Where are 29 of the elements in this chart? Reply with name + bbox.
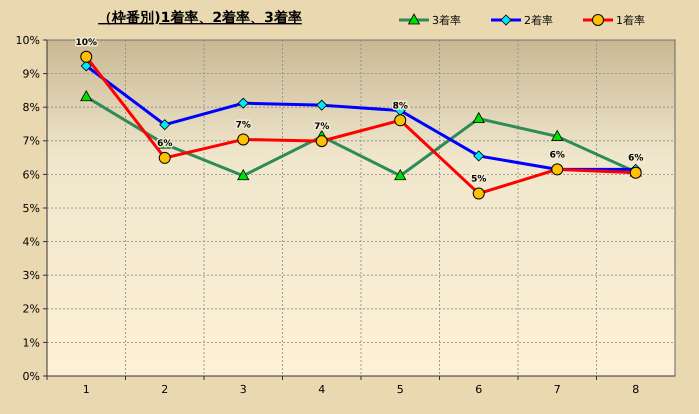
- y-tick-label: 6%: [22, 168, 40, 182]
- y-tick-label: 7%: [22, 134, 40, 148]
- x-tick-label: 4: [318, 383, 326, 396]
- data-label: 6%: [550, 150, 565, 160]
- y-tick-label: 0%: [22, 370, 40, 383]
- x-tick-label: 7: [554, 383, 561, 396]
- x-tick-label: 3: [240, 383, 247, 396]
- x-tick-label: 5: [396, 383, 404, 396]
- legend-label: 3着率: [432, 14, 461, 27]
- x-tick-label: 6: [475, 383, 482, 396]
- y-tick-label: 8%: [22, 101, 40, 114]
- legend-label: 1着率: [616, 14, 645, 27]
- data-label: 7%: [314, 122, 330, 132]
- data-label: 5%: [471, 174, 486, 185]
- legend-label: 2着率: [524, 14, 553, 27]
- x-tick-label: 2: [161, 383, 168, 396]
- y-tick-label: 1%: [22, 336, 40, 350]
- chart-title: （枠番別)1着率、2着率、3着率: [98, 9, 302, 26]
- y-tick-label: 3%: [22, 269, 40, 282]
- x-tick-label: 8: [632, 383, 640, 396]
- data-label: 6%: [628, 154, 644, 164]
- y-tick-label: 4%: [22, 235, 40, 248]
- y-tick-label: 9%: [22, 67, 40, 80]
- y-tick-label: 2%: [22, 302, 40, 316]
- data-label: 10%: [75, 38, 98, 48]
- x-tick-label: 1: [82, 383, 90, 396]
- y-tick-label: 10%: [16, 34, 40, 47]
- data-label: 7%: [236, 120, 251, 130]
- y-tick-label: 5%: [22, 202, 40, 215]
